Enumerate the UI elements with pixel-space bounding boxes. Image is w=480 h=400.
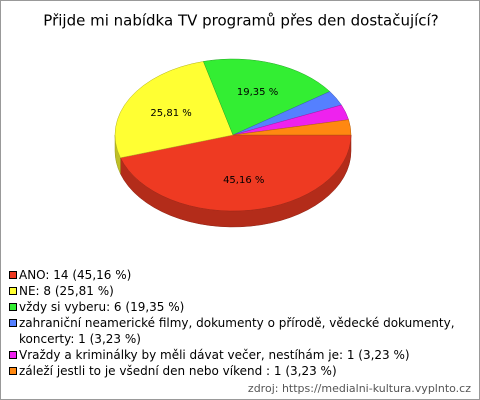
legend-swatch	[9, 319, 17, 327]
value-label: 25,81 %	[150, 108, 191, 119]
pie-area: Přijde mi nabídka TV programů přes den d…	[43, 12, 439, 228]
legend-item: Vraždy a kriminálky by měli dávat večer,…	[9, 347, 469, 363]
slice	[203, 58, 331, 136]
legend-label: Vraždy a kriminálky by měli dávat večer,…	[19, 348, 410, 362]
value-label: 45,16 %	[223, 175, 264, 186]
slice	[120, 134, 352, 212]
legend-swatch	[9, 271, 17, 279]
legend-swatch	[9, 287, 17, 295]
legend-item: ANO: 14 (45,16 %)	[9, 267, 469, 283]
legend-label: zahraniční neamerické filmy, dokumenty o…	[19, 316, 455, 346]
legend-swatch	[9, 303, 17, 311]
legend: ANO: 14 (45,16 %) NE: 8 (25,81 %) vždy si …	[9, 267, 469, 379]
legend-item: vždy si vyberu: 6 (19,35 %)	[9, 299, 469, 315]
legend-label: NE: 8 (25,81 %)	[19, 284, 114, 298]
legend-label: vždy si vyberu: 6 (19,35 %)	[19, 300, 185, 314]
legend-item: NE: 8 (25,81 %)	[9, 283, 469, 299]
legend-item: záleží jestli to je všední den nebo víke…	[9, 363, 469, 379]
chart-title: Přijde mi nabídka TV programů přes den d…	[43, 12, 438, 30]
legend-swatch	[9, 367, 17, 375]
source: zdroj: https://medialni-kultura.vyplnto.…	[247, 382, 471, 395]
value-label: 19,35 %	[237, 87, 278, 98]
legend-swatch	[9, 351, 17, 359]
slice	[114, 61, 234, 159]
legend-label: ANO: 14 (45,16 %)	[19, 268, 132, 282]
legend-label: záleží jestli to je všední den nebo víke…	[19, 364, 337, 378]
slice	[232, 119, 352, 136]
legend-item: zahraniční neamerické filmy, dokumenty o…	[9, 315, 469, 347]
